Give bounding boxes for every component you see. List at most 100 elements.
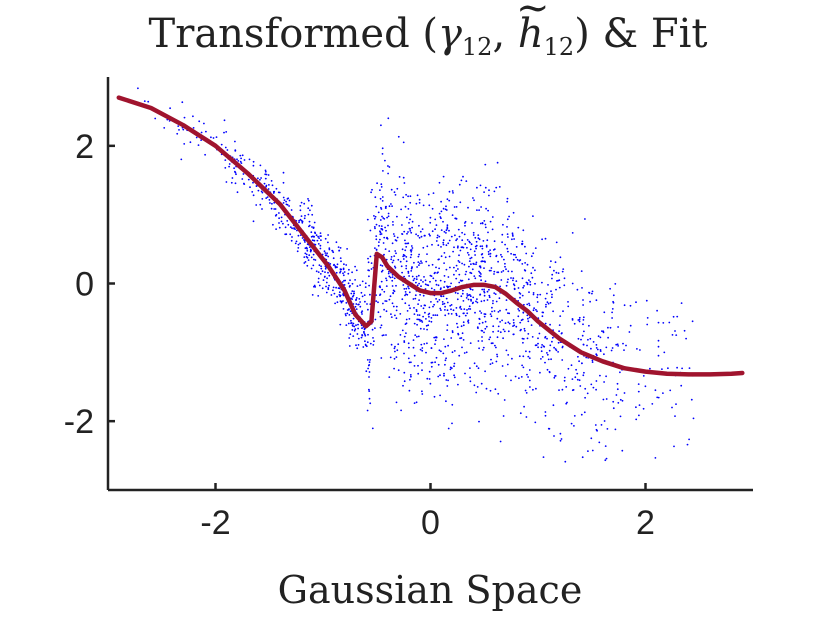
scatter-point — [469, 380, 472, 383]
scatter-point — [552, 310, 554, 313]
scatter-point — [619, 398, 622, 401]
scatter-point — [391, 285, 394, 287]
scatter-point — [357, 327, 359, 330]
scatter-point — [479, 293, 482, 296]
scatter-point — [520, 328, 522, 331]
scatter-point — [440, 295, 442, 297]
scatter-point — [530, 255, 533, 258]
scatter-point — [335, 286, 337, 289]
scatter-point — [513, 238, 515, 240]
scatter-point — [439, 279, 442, 282]
scatter-point — [409, 201, 412, 204]
scatter-point — [455, 307, 458, 309]
scatter-point — [507, 321, 510, 324]
scatter-point — [524, 329, 526, 332]
scatter-point — [471, 289, 474, 291]
scatter-point — [436, 300, 439, 303]
scatter-point — [137, 87, 139, 90]
scatter-point — [656, 309, 658, 312]
scatter-point — [351, 290, 354, 292]
scatter-point — [388, 205, 391, 208]
scatter-point — [478, 318, 481, 320]
scatter-point — [424, 279, 427, 282]
scatter-point — [404, 242, 407, 245]
scatter-point — [600, 424, 603, 426]
scatter-point — [425, 324, 428, 327]
scatter-point — [351, 329, 354, 331]
scatter-point — [401, 233, 403, 235]
scatter-point — [410, 231, 413, 234]
scatter-point — [355, 308, 358, 310]
scatter-point — [474, 254, 476, 256]
scatter-point — [241, 178, 244, 180]
scatter-point — [235, 173, 237, 176]
scatter-point — [462, 289, 464, 292]
scatter-point — [481, 222, 484, 224]
scatter-point — [617, 345, 619, 347]
scatter-point — [561, 332, 563, 334]
scatter-point — [443, 286, 445, 289]
scatter-point — [583, 371, 585, 374]
scatter-point — [317, 243, 320, 245]
scatter-point — [421, 393, 424, 395]
scatter-point — [586, 344, 588, 347]
scatter-point — [474, 236, 477, 239]
scatter-point — [567, 305, 570, 308]
scatter-point — [570, 422, 573, 425]
scatter-point — [571, 319, 574, 321]
scatter-point — [476, 386, 479, 388]
scatter-point — [449, 368, 452, 371]
scatter-point — [550, 260, 552, 263]
scatter-point — [368, 376, 370, 378]
scatter-point — [462, 312, 465, 315]
scatter-point — [669, 389, 672, 392]
y-axis-ticks: -202 — [64, 128, 115, 441]
scatter-point — [499, 331, 502, 334]
scatter-point — [485, 387, 488, 390]
scatter-point — [473, 384, 476, 387]
scatter-point — [418, 282, 420, 285]
scatter-point — [510, 379, 512, 382]
scatter-point — [255, 204, 258, 206]
scatter-point — [405, 265, 408, 267]
scatter-point — [396, 236, 399, 239]
scatter-point — [610, 349, 613, 352]
scatter-point — [574, 376, 577, 379]
scatter-point — [525, 350, 527, 353]
scatter-point — [421, 369, 423, 372]
scatter-point — [544, 414, 547, 417]
scatter-point — [393, 357, 396, 360]
scatter-point — [440, 350, 442, 353]
scatter-point — [327, 234, 329, 236]
scatter-point — [200, 139, 203, 142]
scatter-point — [445, 244, 448, 247]
scatter-point — [343, 263, 345, 266]
scatter-point — [517, 226, 520, 229]
scatter-point — [480, 279, 482, 282]
scatter-point — [518, 355, 521, 358]
scatter-point — [310, 267, 313, 270]
scatter-point — [490, 267, 493, 269]
scatter-point — [554, 375, 557, 377]
scatter-point — [521, 277, 524, 280]
scatter-point — [515, 246, 518, 248]
scatter-point — [387, 272, 390, 275]
scatter-point — [467, 278, 470, 281]
scatter-point — [676, 315, 679, 318]
scatter-point — [526, 303, 529, 306]
scatter-point — [432, 314, 435, 316]
scatter-point — [394, 266, 397, 269]
scatter-point — [248, 158, 251, 161]
scatter-point — [395, 317, 398, 320]
scatter-point — [406, 232, 408, 235]
scatter-point — [443, 252, 446, 254]
scatter-point — [483, 294, 486, 297]
scatter-point — [299, 209, 302, 212]
scatter-point — [226, 149, 229, 151]
scatter-point — [539, 371, 541, 374]
scatter-point — [163, 127, 166, 129]
scatter-point — [339, 247, 342, 249]
scatter-point — [508, 322, 511, 325]
scatter-point — [242, 173, 245, 175]
scatter-point — [374, 215, 377, 218]
